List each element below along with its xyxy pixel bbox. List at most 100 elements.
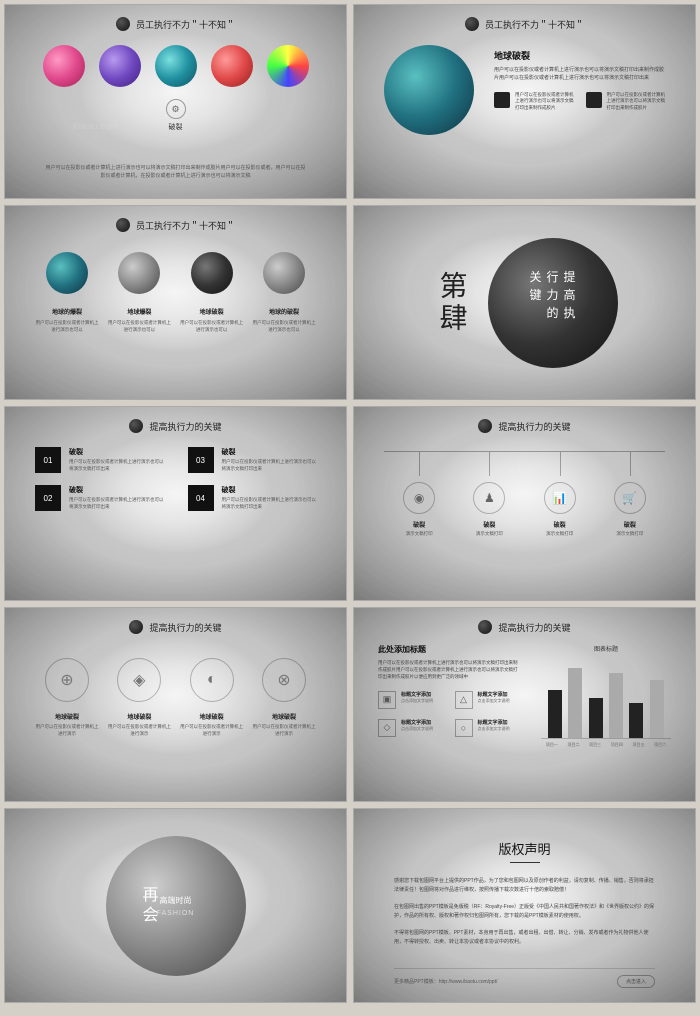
more-link[interactable]: 更多精品PPT模板：http://www.ibaotu.com/ppt/	[394, 978, 497, 985]
enter-button[interactable]: 点击进入	[617, 975, 655, 988]
chart-title: 图表标题	[541, 644, 671, 653]
main-sphere	[384, 45, 474, 135]
item-sphere	[191, 252, 233, 294]
item-desc: 用户可以在投影仪或者计算机上进行演示也可以将演示文稿打印出来	[222, 497, 317, 511]
item-desc: 演示文稿打印	[544, 531, 576, 537]
info-desc: 用户可以在投影仪或者计算机上进行演示也可以将演示文稿打印出来制作成胶片用户可以在…	[494, 66, 665, 82]
slide-6: 包图网 提高执行力的关键 ◉破裂演示文稿打印 ♟破裂演示文稿打印 📊破裂演示文稿…	[353, 406, 696, 601]
timeline-icon: ◉	[403, 482, 435, 514]
item-title: 地球破裂	[107, 712, 171, 721]
item-title: 破裂	[544, 520, 576, 529]
col-text: 用户可以在投影仪或者计算机上进行演示也可以将演示文稿打印出来制作成胶片	[515, 92, 574, 111]
timeline-line	[384, 451, 665, 452]
item-desc: 用户可以在投影仪或者计算机上进行演示也可以将演示文稿打印出来	[222, 459, 317, 473]
item-desc: 用户可以在投影仪或者计算机上进行演示	[35, 724, 99, 738]
slide-4: 包图网 第肆 提高执行力的关键	[353, 205, 696, 400]
chart-bar	[589, 698, 603, 738]
item-desc: 用户可以在投影仪或者计算机上进行演示	[180, 724, 244, 738]
header-icon	[129, 419, 143, 433]
item-row: 地球的爆裂用户可以在投影仪或者计算机上进行演示也可以 地球爆裂用户可以在投影仪或…	[35, 252, 316, 334]
item-desc: 用户可以在投影仪或者计算机上进行演示也可以将演示文稿打印出来	[69, 497, 164, 511]
chart-axis: 项目一项目二项目三项目四项目五项目六	[541, 742, 671, 748]
grid-title: 标题文字添加	[478, 719, 510, 726]
col-text: 用户可以在投影仪或者计算机上进行演示也可以将演示文稿打印出来制作成胶片	[607, 92, 666, 111]
axis-label: 项目一	[546, 742, 558, 748]
axis-label: 项目二	[567, 742, 579, 748]
section-title: 提高执行力的关键	[527, 270, 578, 335]
divider	[510, 862, 540, 863]
grid-desc: 点击添加文字说明	[478, 698, 510, 704]
circle-icon: ◈	[117, 658, 161, 702]
item-desc: 用户可以在投影仪或者计算机上进行演示也可以	[252, 320, 316, 334]
grid-title: 标题文字添加	[401, 691, 433, 698]
chart-bar	[548, 690, 562, 738]
grid-title: 标题文字添加	[478, 691, 510, 698]
sphere-pink	[43, 45, 85, 87]
header-icon	[478, 419, 492, 433]
item-title: 地球的破裂	[252, 307, 316, 316]
axis-label: 项目四	[611, 742, 623, 748]
axis-label: 项目三	[589, 742, 601, 748]
slide-grid: 包图网ibaotu.com 员工执行不力＂十不知＂ ⚙破裂 用户可以在投影仪或者…	[4, 4, 696, 1003]
timeline-icon: 🛒	[614, 482, 646, 514]
item-number: 03	[188, 447, 214, 473]
header-icon	[116, 218, 130, 232]
section-sphere: 提高执行力的关键	[488, 238, 618, 368]
slide-2: 包图网 员工执行不力＂十不知＂ 地球破裂 用户可以在投影仪或者计算机上进行演示也…	[353, 4, 696, 199]
sphere-red	[211, 45, 253, 87]
slide-title: 提高执行力的关键	[149, 420, 221, 433]
col-icon	[494, 92, 510, 108]
item-title: 地球的爆裂	[35, 307, 99, 316]
item-title: 地球爆裂	[107, 307, 171, 316]
item-number: 01	[35, 447, 61, 473]
axis-label: 项目五	[632, 742, 644, 748]
slide-8: 包图网 提高执行力的关键 此处添加标题 用户可以在投影仪或者计算机上进行演示也可…	[353, 607, 696, 802]
item-title: 地球破裂	[35, 712, 99, 721]
item-desc: 用户可以在投影仪或者计算机上进行演示	[107, 724, 171, 738]
sphere-rainbow	[267, 45, 309, 87]
grid-desc: 点击添加文字说明	[401, 698, 433, 704]
item-title: 地球破裂	[252, 712, 316, 721]
item-title: 破裂	[222, 485, 317, 495]
item-number: 02	[35, 485, 61, 511]
slide-title: 员工执行不力＂十不知＂	[485, 18, 584, 31]
circle-icon: ⊕	[45, 658, 89, 702]
col-icon	[586, 92, 602, 108]
item-desc: 用户可以在投影仪或者计算机上进行演示也可以	[35, 320, 99, 334]
item-desc: 演示文稿打印	[403, 531, 435, 537]
grid-icon: ▣	[378, 691, 396, 709]
item-sphere	[46, 252, 88, 294]
grid-icon: ◇	[378, 719, 396, 737]
item-title: 破裂	[69, 485, 164, 495]
closing-title: 再会	[136, 886, 160, 926]
item-desc: 用户可以在投影仪或者计算机上进行演示也可以将演示文稿打印出来	[69, 459, 164, 473]
header-icon	[478, 620, 492, 634]
grid-desc: 点击添加文字说明	[401, 726, 433, 732]
grid-desc: 点击添加文字说明	[478, 726, 510, 732]
item-desc: 用户可以在投影仪或者计算机上进行演示也可以	[180, 320, 244, 334]
item-title: 破裂	[614, 520, 646, 529]
sphere-teal	[155, 45, 197, 87]
slide-title: 员工执行不力＂十不知＂	[136, 219, 235, 232]
grid-icon: ○	[455, 719, 473, 737]
slide-1: 包图网ibaotu.com 员工执行不力＂十不知＂ ⚙破裂 用户可以在投影仪或者…	[4, 4, 347, 199]
copyright-p1: 感谢您下载包图网平台上提供的PPT作品，为了您和包图网以及原创作者的利益，请勿复…	[394, 877, 655, 895]
item-desc: 演示文稿打印	[473, 531, 505, 537]
sphere-purple	[99, 45, 141, 87]
slide-10: 版权声明 感谢您下载包图网平台上提供的PPT作品，为了您和包图网以及原创作者的利…	[353, 808, 696, 1003]
chart-bar	[609, 673, 623, 738]
content-title: 此处添加标题	[378, 644, 521, 655]
slide-5: 包图网 提高执行力的关键 01破裂用户可以在投影仪或者计算机上进行演示也可以将演…	[4, 406, 347, 601]
copyright-title: 版权声明	[394, 839, 655, 858]
grid-title: 标题文字添加	[401, 719, 433, 726]
slide-9: 包图网 再会 高端时尚 FASHION	[4, 808, 347, 1003]
closing-sub: 高端时尚	[160, 895, 192, 906]
slide-title: 提高执行力的关键	[149, 621, 221, 634]
circle-icon: ⊗	[262, 658, 306, 702]
label-icon: ⚙	[166, 99, 186, 119]
header-icon	[116, 17, 130, 31]
header-icon	[465, 17, 479, 31]
item-title: 地球破裂	[180, 712, 244, 721]
chart-bar	[568, 668, 582, 738]
header-icon	[129, 620, 143, 634]
